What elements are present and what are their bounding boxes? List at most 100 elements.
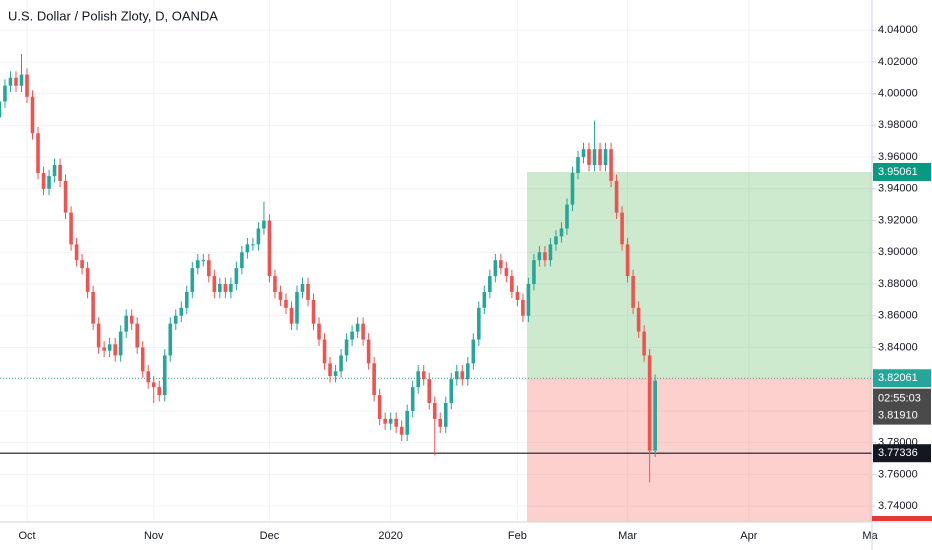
y-tick-label: 3.96000	[878, 151, 918, 163]
target-label-box	[873, 162, 931, 181]
y-tick-label: 3.90000	[878, 246, 918, 258]
candle-body	[344, 339, 349, 356]
candle-body	[262, 220, 266, 229]
candle-body	[460, 371, 465, 380]
candle-body	[157, 387, 162, 396]
candle-body	[118, 331, 123, 356]
candle-body	[504, 268, 509, 277]
candle-body	[102, 347, 106, 351]
candle-body	[454, 371, 459, 380]
candle-body	[515, 291, 520, 300]
candle-body	[234, 268, 239, 285]
plot-area	[0, 53, 872, 522]
price-labels: 3.95061 3.82061 3.77336 02:55:03 3.81910	[873, 162, 931, 463]
candle-body	[273, 276, 277, 292]
candle-body	[135, 323, 139, 348]
candle-body	[96, 323, 101, 348]
candle-body	[0, 101, 2, 118]
x-tick-label: 2020	[378, 530, 402, 542]
y-tick-label: 3.76000	[878, 468, 918, 480]
candle-body	[47, 176, 51, 189]
entry-label-box	[873, 369, 931, 388]
candle-body	[146, 371, 151, 383]
candle-body	[488, 276, 492, 292]
candle-body	[107, 344, 112, 351]
candle-body	[394, 418, 398, 427]
candle-body	[196, 260, 200, 269]
candle-body	[339, 355, 343, 372]
candle-body	[41, 172, 46, 189]
candle-body	[642, 331, 646, 356]
x-tick-label: Mar	[618, 530, 637, 542]
candle-body	[614, 180, 619, 213]
candle-body	[218, 284, 222, 292]
candle-body	[499, 260, 503, 269]
candle-body	[190, 268, 195, 292]
candle-body	[19, 74, 24, 86]
candle-body	[432, 403, 437, 419]
candle-body	[162, 355, 167, 396]
candle-body	[240, 252, 244, 269]
candle-body	[184, 291, 189, 308]
profit-zone	[527, 171, 872, 379]
candle-body	[559, 228, 564, 237]
candle-body	[427, 379, 432, 404]
candle-body	[466, 363, 470, 380]
candle-body	[477, 307, 481, 340]
candle-body	[598, 149, 602, 166]
y-tick-label: 4.02000	[878, 56, 918, 68]
candle-body	[603, 149, 608, 166]
candle-body	[151, 382, 156, 388]
candle-body	[256, 228, 261, 245]
candle-body	[554, 236, 558, 245]
x-tick-label: Nov	[144, 530, 164, 542]
candle-body	[129, 315, 134, 324]
candle-body	[328, 363, 332, 377]
candle-body	[620, 212, 624, 245]
x-tick-label: Oct	[18, 530, 35, 542]
candle-body	[80, 260, 84, 269]
candle-body	[399, 426, 404, 435]
candle-body	[625, 244, 630, 277]
candle-body	[278, 291, 283, 300]
candle-body	[405, 410, 409, 435]
candle-body	[124, 315, 128, 332]
last-price-box	[873, 388, 931, 425]
candle-body	[36, 133, 40, 173]
chart-title: U.S. Dollar / Polish Zloty, D, OANDA	[8, 8, 218, 23]
candle-body	[317, 323, 321, 340]
candle-body	[245, 244, 250, 253]
candle-body	[537, 252, 542, 261]
y-tick-label: 3.88000	[878, 278, 918, 290]
candle-body	[322, 339, 327, 364]
candle-body	[493, 260, 498, 277]
candle-body	[570, 172, 575, 205]
candle-body	[179, 307, 184, 316]
x-tick-label: Dec	[260, 530, 280, 542]
candle-body	[482, 291, 487, 308]
candle-body	[587, 149, 591, 166]
candle-body	[207, 260, 211, 277]
candle-body	[14, 77, 18, 86]
last-price-label: 3.81910	[878, 410, 918, 422]
candle-body	[52, 165, 57, 177]
y-tick-label: 4.04000	[878, 24, 918, 36]
candle-body	[251, 244, 255, 246]
candle-body	[63, 180, 68, 213]
y-tick-label: 3.94000	[878, 183, 918, 195]
candle-body	[471, 339, 476, 364]
candle-body	[284, 299, 288, 308]
candle-body	[416, 371, 421, 388]
y-tick-label: 3.86000	[878, 310, 918, 322]
candle-body	[212, 276, 217, 292]
candle-body	[372, 363, 376, 396]
candle-body	[85, 268, 90, 292]
entry-label: 3.82061	[878, 372, 918, 384]
y-tick-label: 3.74000	[878, 500, 918, 512]
x-tick-label: Apr	[740, 530, 757, 542]
candle-body	[521, 299, 525, 316]
candle-body	[300, 284, 305, 292]
candle-body	[69, 212, 73, 245]
line-label-box	[873, 444, 931, 463]
candle-body	[576, 157, 580, 173]
